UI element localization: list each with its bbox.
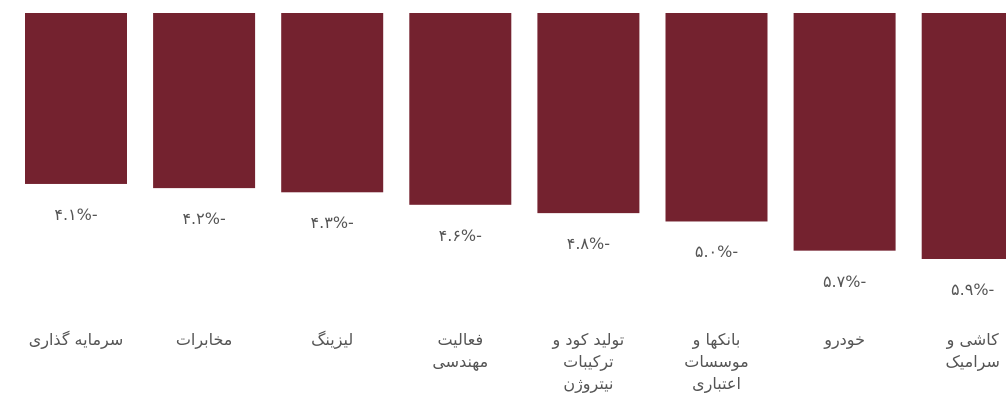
value-label: -۴.۳% [310, 213, 354, 233]
x-tick-label: فعالیت مهندسی [432, 330, 489, 371]
x-tick-label: مخابرات [175, 330, 233, 349]
value-label: -۴.۲% [182, 209, 226, 229]
value-label: -۵.۷% [822, 271, 867, 291]
x-tick-label: خودرو [824, 330, 865, 349]
bar [281, 13, 384, 193]
value-label: -۴.۱% [54, 204, 98, 224]
bar [409, 13, 512, 205]
x-tick-label: سرمایه گذاری [28, 330, 124, 349]
bar [537, 13, 640, 214]
bar [793, 13, 896, 251]
value-label: -۵.۰% [694, 242, 739, 262]
value-label: -۵.۹% [951, 280, 995, 299]
x-tick-label: لیزینگ [311, 330, 354, 349]
bar [153, 13, 256, 189]
x-tick-label: بانکها و موسسات اعتباری [684, 330, 749, 393]
value-label: -۴.۶% [438, 225, 482, 245]
value-label: -۴.۸% [566, 234, 611, 254]
bar [665, 13, 768, 222]
bar [921, 13, 1006, 259]
bar [25, 13, 127, 184]
x-tick-label: کاشی و سرامیک [945, 330, 1000, 371]
x-tick-label: تولید کود و ترکیبات نیتروژن [552, 330, 625, 393]
